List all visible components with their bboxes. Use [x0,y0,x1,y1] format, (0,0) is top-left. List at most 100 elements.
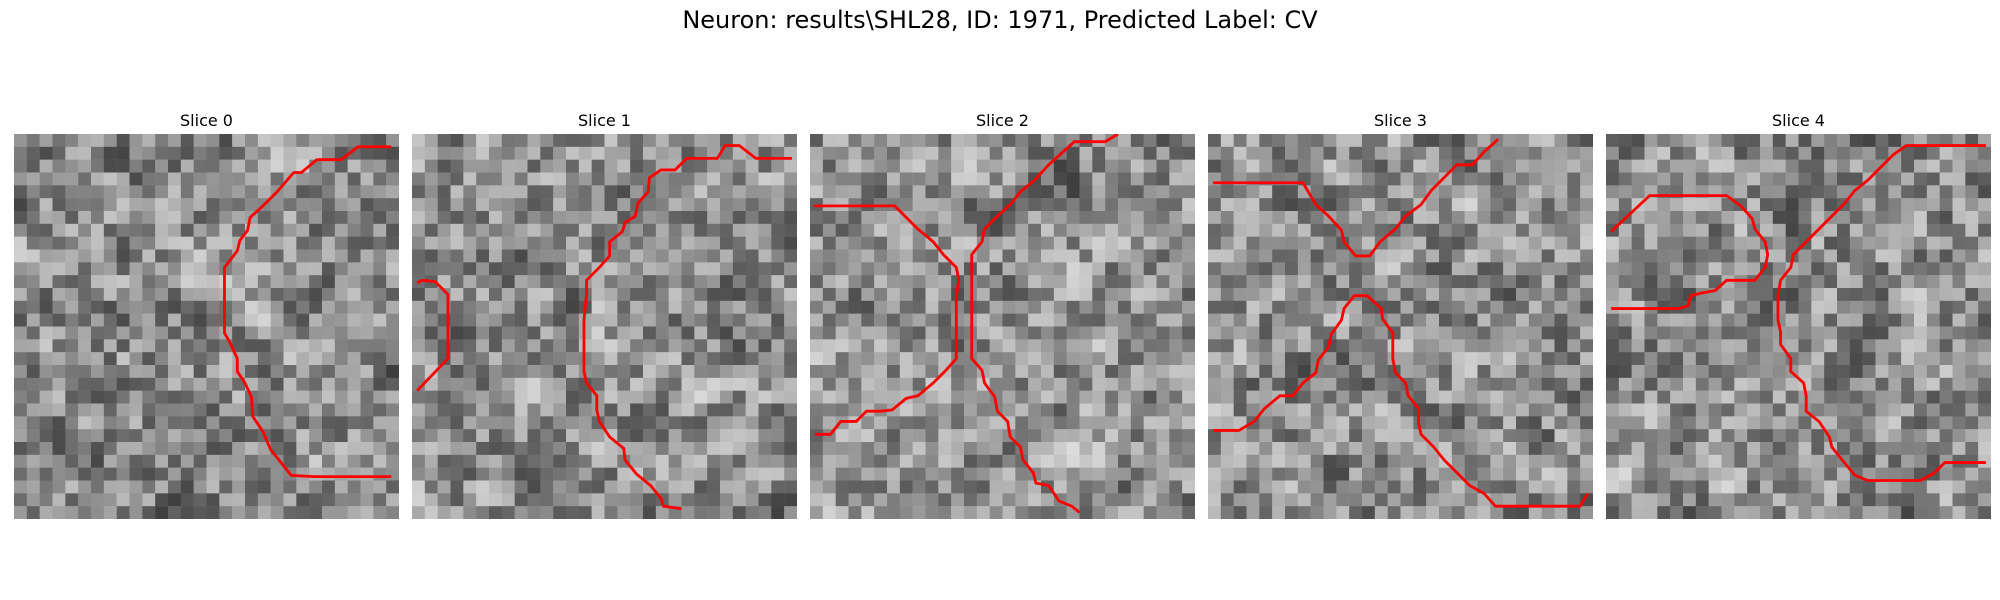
pixel [309,403,323,417]
pixel [1143,172,1157,186]
pixel [540,506,554,519]
pixel [540,390,554,404]
pixel [1503,480,1517,494]
pixel [463,198,477,212]
pixel [630,339,644,353]
pixel [103,159,117,173]
pixel [1349,236,1363,250]
pixel [206,249,220,263]
pixel [925,429,939,443]
pixel [219,429,233,443]
pixel [1387,377,1401,391]
pixel [835,236,849,250]
pixel [1362,352,1376,366]
pixel [553,262,567,276]
pixel [1041,403,1055,417]
pixel [514,403,528,417]
pixel [707,288,721,302]
pixel [296,288,310,302]
pixel [1734,339,1748,353]
pixel [1208,339,1222,353]
pixel [373,223,387,237]
pixel [155,339,169,353]
pixel [720,262,734,276]
pixel [874,326,888,340]
pixel [463,403,477,417]
pixel [1297,211,1311,225]
pixel [861,454,875,468]
pixel [527,249,541,263]
pixel [1837,506,1851,519]
pixel [476,262,490,276]
pixel [1002,249,1016,263]
pixel [489,454,503,468]
pixel [938,288,952,302]
pixel [1772,467,1786,481]
pixel [1182,172,1195,186]
pixel [1516,429,1530,443]
pixel [142,172,156,186]
pixel [1939,365,1953,379]
pixel [309,172,323,186]
pixel [129,377,143,391]
pixel [360,467,374,481]
pixel [1824,223,1838,237]
pixel [437,416,451,430]
pixel [360,365,374,379]
pixel [964,377,978,391]
pixel [257,403,271,417]
pixel [450,365,464,379]
pixel [591,429,605,443]
pixel [270,275,284,289]
pixel [1002,134,1016,148]
pixel [1798,223,1812,237]
pixel [681,377,695,391]
pixel [52,146,66,160]
pixel [1310,211,1324,225]
pixel [1246,159,1260,173]
pixel [1464,416,1478,430]
pixel [553,390,567,404]
pixel [1811,159,1825,173]
pixel [1297,352,1311,366]
pixel [1747,185,1761,199]
pixel [1541,339,1555,353]
pixel [861,146,875,160]
pixel [463,352,477,366]
pixel [1426,211,1440,225]
pixel [1066,249,1080,263]
pixel [771,442,785,456]
pixel [334,313,348,327]
pixel [1362,339,1376,353]
pixel [1477,300,1491,314]
pixel [1516,365,1530,379]
pixel [1618,454,1632,468]
pixel [309,493,323,507]
pixel [296,506,310,519]
pixel [1349,159,1363,173]
pixel [1901,288,1915,302]
pixel [437,467,451,481]
pixel [527,211,541,225]
pixel [360,442,374,456]
pixel [1233,377,1247,391]
pixel [1875,134,1889,148]
pixel [668,429,682,443]
pixel [1297,223,1311,237]
pixel [925,134,939,148]
pixel [1978,429,1991,443]
pixel [1426,390,1440,404]
pixel [1156,454,1170,468]
pixel [848,185,862,199]
pixel [1349,262,1363,276]
pixel [1413,493,1427,507]
pixel [1734,326,1748,340]
pixel [553,198,567,212]
pixel [373,480,387,494]
pixel [1053,288,1067,302]
pixel [1130,416,1144,430]
pixel [129,198,143,212]
pixel [655,185,669,199]
pixel [232,326,246,340]
pixel [1965,352,1979,366]
